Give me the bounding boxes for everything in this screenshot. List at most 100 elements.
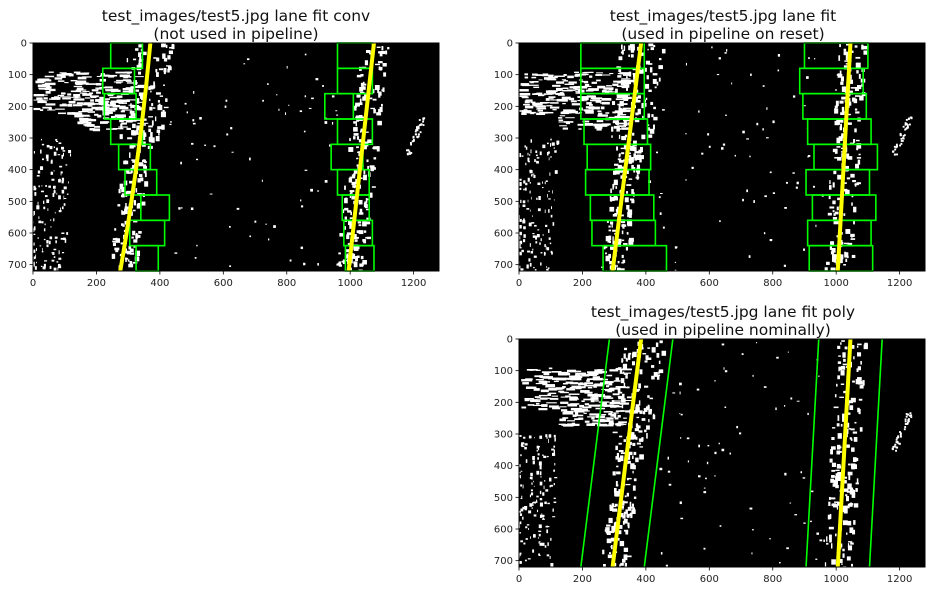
- chart-poly: 0 200 400 600 800 1000 12000100200300400500600…: [494, 335, 926, 585]
- lane-pixel: [621, 372, 632, 374]
- lane-pixel: [748, 255, 751, 258]
- lane-pixel: [648, 43, 654, 47]
- lane-pixel: [521, 495, 523, 499]
- lane-pixel: [554, 462, 556, 466]
- lane-pixel: [523, 218, 525, 222]
- lane-pixel: [524, 399, 530, 402]
- lane-pixel: [533, 266, 535, 269]
- lane-pixel: [524, 145, 526, 148]
- lane-pixel: [725, 114, 727, 116]
- lane-pixel: [575, 112, 580, 114]
- lane-pixel: [659, 467, 663, 471]
- lane-pixel: [534, 501, 538, 503]
- lane-pixel: [784, 207, 787, 209]
- lane-pixel: [612, 508, 618, 512]
- lane-pixel: [585, 89, 594, 92]
- lane-pixel: [548, 434, 552, 438]
- lane-pixel: [273, 225, 276, 228]
- lane-pixel: [382, 63, 387, 67]
- lane-pixel: [564, 377, 576, 380]
- lane-pixel: [519, 552, 521, 557]
- lane-pixel: [650, 101, 654, 106]
- lane-pixel: [529, 81, 539, 83]
- lane-pixel: [549, 92, 555, 95]
- lane-pixel: [552, 84, 561, 87]
- lane-pixel: [626, 170, 629, 175]
- lane-pixel: [617, 260, 620, 264]
- lane-pixel: [95, 87, 102, 89]
- lane-pixel: [839, 126, 842, 131]
- lane-pixel: [120, 242, 125, 245]
- lane-pixel: [613, 80, 624, 83]
- lane-pixel: [524, 100, 530, 104]
- lane-pixel: [548, 198, 551, 200]
- lane-pixel: [522, 382, 529, 385]
- lane-pixel: [553, 501, 557, 504]
- lane-pixel: [136, 125, 141, 131]
- lane-pixel: [619, 540, 625, 547]
- lane-pixel: [544, 111, 554, 114]
- lane-pixel: [126, 99, 137, 101]
- lane-pixel: [794, 514, 798, 516]
- lane-pixel: [714, 475, 716, 477]
- lane-pixel: [903, 428, 906, 431]
- lane-pixel: [118, 126, 128, 128]
- lane-pixel: [906, 126, 909, 129]
- lane-pixel: [589, 413, 600, 416]
- lane-pixel: [636, 416, 640, 419]
- lane-pixel: [355, 102, 360, 107]
- lane-pixel: [831, 462, 837, 468]
- lane-pixel: [645, 97, 648, 101]
- lane-pixel: [416, 129, 419, 132]
- lane-pixel: [351, 196, 356, 200]
- title-line-2: (used in pipeline nominally): [615, 321, 831, 339]
- lane-pixel: [362, 86, 366, 90]
- lane-pixel: [114, 89, 121, 92]
- lane-pixel: [626, 85, 628, 91]
- lane-pixel: [606, 538, 612, 544]
- lane-pixel: [128, 104, 134, 106]
- lane-pixel: [61, 180, 64, 184]
- lane-pixel: [630, 506, 633, 509]
- lane-pixel: [124, 220, 127, 225]
- lane-pixel: [843, 358, 846, 362]
- lane-pixel: [835, 473, 840, 478]
- lane-pixel: [624, 529, 629, 532]
- lane-pixel: [606, 220, 609, 223]
- lane-pixel: [131, 130, 135, 136]
- lane-pixel: [410, 143, 413, 146]
- lane-pixel: [520, 83, 530, 86]
- lane-pixel: [828, 496, 831, 500]
- lane-pixel: [616, 410, 626, 412]
- lane-pixel: [555, 87, 563, 91]
- lane-pixel: [907, 420, 910, 423]
- lane-pixel: [537, 457, 539, 460]
- lane-pixel: [853, 356, 855, 360]
- lane-pixel: [526, 264, 529, 269]
- lane-pixel: [520, 470, 523, 472]
- lane-pixel: [412, 140, 415, 142]
- lane-pixel: [523, 226, 526, 230]
- lane-pixel: [362, 239, 366, 242]
- lane-pixel: [632, 351, 637, 358]
- x-tick-label: 1000: [823, 278, 848, 289]
- lane-pixel: [772, 192, 776, 194]
- lane-pixel: [405, 149, 408, 152]
- lane-pixel: [520, 268, 524, 272]
- lane-pixel: [837, 120, 840, 125]
- lane-pixel: [120, 123, 123, 129]
- lane-pixel: [665, 564, 668, 567]
- lane-pixel: [356, 157, 359, 160]
- lane-pixel: [565, 121, 571, 125]
- lane-pixel: [608, 517, 613, 524]
- lane-pixel: [60, 96, 71, 98]
- lane-pixel: [679, 437, 682, 439]
- lane-pixel: [563, 74, 567, 76]
- lane-pixel: [583, 82, 589, 84]
- lane-pixel: [231, 151, 234, 153]
- lane-pixel: [563, 80, 568, 82]
- lane-pixel: [570, 100, 577, 103]
- lane-pixel: [126, 170, 130, 174]
- lane-pixel: [532, 501, 536, 503]
- lane-pixel: [169, 123, 172, 126]
